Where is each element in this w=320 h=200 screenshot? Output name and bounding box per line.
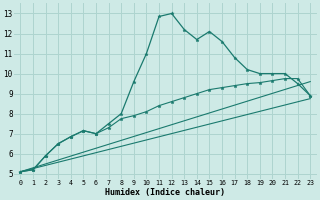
X-axis label: Humidex (Indice chaleur): Humidex (Indice chaleur) xyxy=(105,188,225,197)
